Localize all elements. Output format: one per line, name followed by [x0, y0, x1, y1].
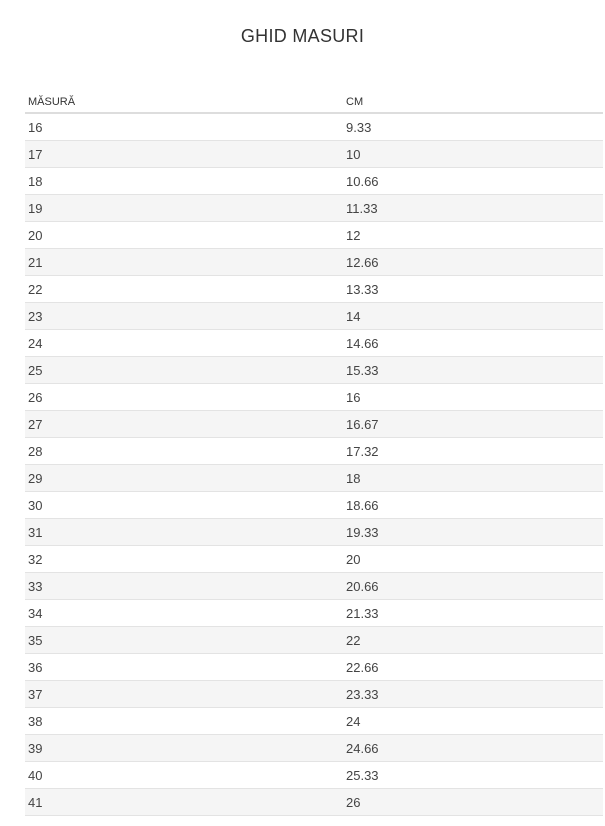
cell-size: 41: [25, 788, 346, 816]
cell-size: 32: [25, 545, 346, 573]
table-row: 31 19.33: [25, 518, 603, 546]
cell-cm: 12: [346, 221, 603, 249]
cell-size: 20: [25, 221, 346, 249]
cell-cm: 18: [346, 464, 603, 492]
cell-cm: 20: [346, 545, 603, 573]
table-header-row: MĂSURĂ CM: [25, 92, 603, 114]
cell-size: 22: [25, 275, 346, 303]
cell-size: 29: [25, 464, 346, 492]
table-row: 35 22: [25, 626, 603, 654]
cell-size: 21: [25, 248, 346, 276]
size-guide-table: MĂSURĂ CM 16 9.33 17 10 18 10.66 19 11.33 20 12 21…: [25, 92, 603, 816]
table-row: 20 12: [25, 221, 603, 249]
table-row: 32 20: [25, 545, 603, 573]
cell-cm: 16.67: [346, 410, 603, 438]
cell-cm: 10: [346, 140, 603, 168]
table-row: 21 12.66: [25, 248, 603, 276]
table-row: 24 14.66: [25, 329, 603, 357]
header-cm: CM: [346, 92, 603, 114]
cell-size: 30: [25, 491, 346, 519]
cell-size: 38: [25, 707, 346, 735]
cell-cm: 14.66: [346, 329, 603, 357]
cell-size: 35: [25, 626, 346, 654]
table-row: 16 9.33: [25, 113, 603, 141]
cell-size: 40: [25, 761, 346, 789]
cell-cm: 19.33: [346, 518, 603, 546]
cell-cm: 9.33: [346, 113, 603, 141]
table-row: 19 11.33: [25, 194, 603, 222]
cell-cm: 25.33: [346, 761, 603, 789]
table-row: 40 25.33: [25, 761, 603, 789]
page-title: GHID MASURI: [240, 26, 365, 46]
table-row: 18 10.66: [25, 167, 603, 195]
cell-cm: 17.32: [346, 437, 603, 465]
table-row: 36 22.66: [25, 653, 603, 681]
cell-cm: 26: [346, 788, 603, 816]
cell-size: 16: [25, 113, 346, 141]
cell-size: 26: [25, 383, 346, 411]
cell-cm: 22: [346, 626, 603, 654]
cell-size: 33: [25, 572, 346, 600]
cell-size: 18: [25, 167, 346, 195]
table-row: 28 17.32: [25, 437, 603, 465]
cell-size: 23: [25, 302, 346, 330]
table-row: 25 15.33: [25, 356, 603, 384]
cell-cm: 24.66: [346, 734, 603, 762]
table-row: 37 23.33: [25, 680, 603, 708]
cell-cm: 13.33: [346, 275, 603, 303]
cell-size: 37: [25, 680, 346, 708]
table-row: 39 24.66: [25, 734, 603, 762]
table-row: 30 18.66: [25, 491, 603, 519]
cell-cm: 16: [346, 383, 603, 411]
cell-size: 34: [25, 599, 346, 627]
table-row: 26 16: [25, 383, 603, 411]
cell-cm: 23.33: [346, 680, 603, 708]
table-row: 33 20.66: [25, 572, 603, 600]
cell-cm: 12.66: [346, 248, 603, 276]
table-row: 38 24: [25, 707, 603, 735]
table-row: 34 21.33: [25, 599, 603, 627]
cell-cm: 14: [346, 302, 603, 330]
cell-cm: 22.66: [346, 653, 603, 681]
table-row: 23 14: [25, 302, 603, 330]
cell-size: 31: [25, 518, 346, 546]
cell-size: 25: [25, 356, 346, 384]
cell-cm: 24: [346, 707, 603, 735]
cell-cm: 11.33: [346, 194, 603, 222]
table-row: 41 26: [25, 788, 603, 816]
cell-cm: 18.66: [346, 491, 603, 519]
header-size: MĂSURĂ: [25, 92, 346, 114]
cell-size: 17: [25, 140, 346, 168]
cell-size: 39: [25, 734, 346, 762]
cell-size: 36: [25, 653, 346, 681]
table-row: 27 16.67: [25, 410, 603, 438]
table-row: 29 18: [25, 464, 603, 492]
cell-size: 28: [25, 437, 346, 465]
cell-size: 19: [25, 194, 346, 222]
cell-size: 24: [25, 329, 346, 357]
table-row: 22 13.33: [25, 275, 603, 303]
cell-cm: 20.66: [346, 572, 603, 600]
cell-cm: 15.33: [346, 356, 603, 384]
cell-cm: 21.33: [346, 599, 603, 627]
cell-size: 27: [25, 410, 346, 438]
table-row: 17 10: [25, 140, 603, 168]
cell-cm: 10.66: [346, 167, 603, 195]
